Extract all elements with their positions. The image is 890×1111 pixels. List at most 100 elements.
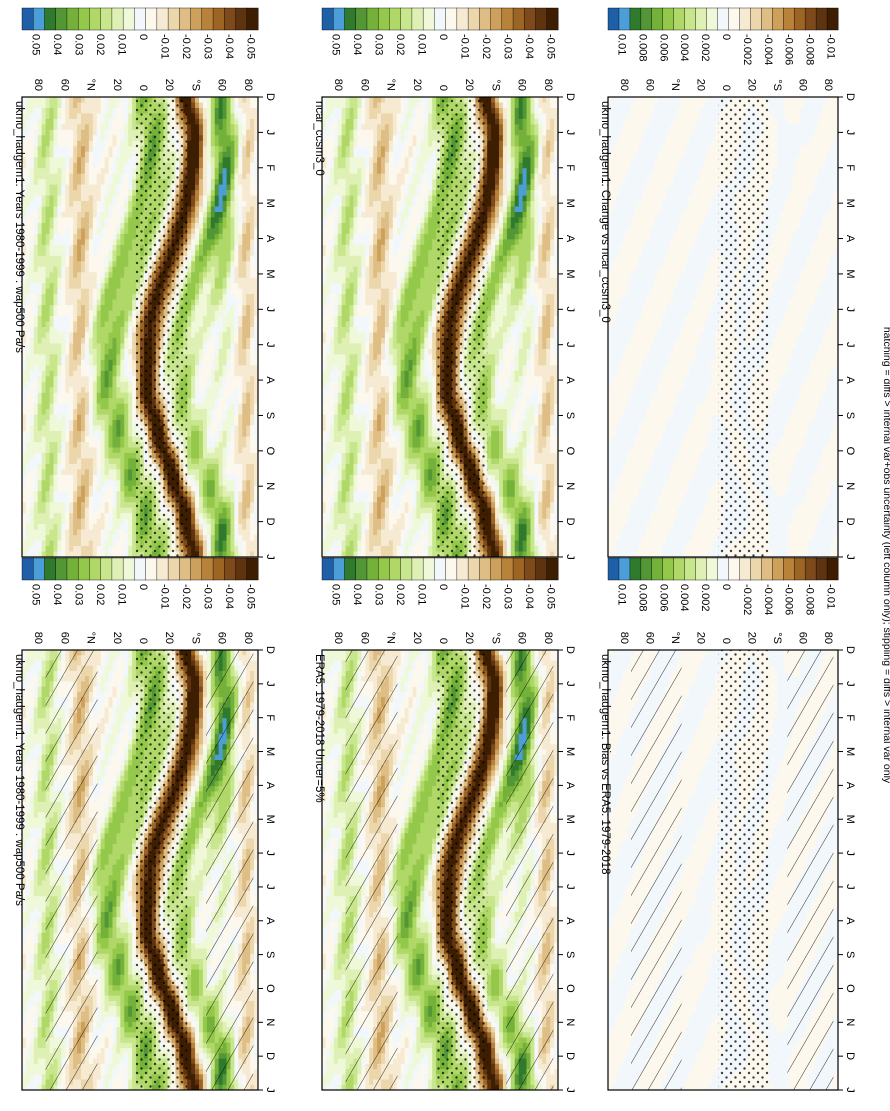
colorbar-swatch xyxy=(718,8,729,30)
colorbar-swatch xyxy=(707,8,718,30)
colorbar-swatch xyxy=(434,558,446,580)
y-tick-label: 20 xyxy=(163,79,175,91)
y-tick-label: 60 xyxy=(58,79,70,91)
colorbar-swatch xyxy=(761,558,772,580)
y-tick-label: 80 xyxy=(542,79,554,91)
colorbar-tick-label: -0.006 xyxy=(783,584,795,615)
y-tick-label: 20 xyxy=(694,632,706,644)
colorbar-tick-label: 0.004 xyxy=(678,584,690,612)
colorbar-swatch xyxy=(696,558,707,580)
colorbar-swatch xyxy=(112,558,124,580)
colorbar-swatch xyxy=(794,558,805,580)
colorbar-swatch xyxy=(179,8,191,30)
stippling-overlay xyxy=(435,97,487,557)
colorbar-swatch xyxy=(652,558,663,580)
colorbar: 0.01 0.008 0.006 0.004 0.002 0 -0.002 -0.004 -0.… xyxy=(608,558,838,615)
x-tick-label: J xyxy=(844,342,856,348)
x-tick-label: J xyxy=(264,884,276,890)
colorbar-swatch xyxy=(750,8,761,30)
y-tick-label: 60 xyxy=(797,632,809,644)
x-tick-label: S xyxy=(564,951,576,958)
colorbar-swatch xyxy=(179,558,191,580)
y-tick-label: °N xyxy=(85,632,97,644)
y-tick-label: 60 xyxy=(516,632,528,644)
colorbar-swatch xyxy=(33,558,45,580)
colorbar-swatch xyxy=(491,558,503,580)
y-tick-label: 20 xyxy=(163,632,175,644)
colorbar-tick-label: -0.02 xyxy=(480,34,492,59)
colorbar-swatch xyxy=(608,558,619,580)
x-tick-label: D xyxy=(844,646,856,654)
x-tick-label: A xyxy=(844,376,856,384)
panel-title: ukmo_hadgem1: Years 1980-1999 : wap500 P… xyxy=(13,654,25,906)
colorbar-tick-label: 0.04 xyxy=(51,34,63,55)
colorbar-swatch xyxy=(44,558,56,580)
stippling-overlay xyxy=(135,97,187,557)
colorbar-swatch xyxy=(524,558,536,580)
colorbar: 0.05 0.04 0.03 0.02 0.01 0 -0.01 -0.02 -0.03 -0.0… xyxy=(22,558,258,609)
x-tick-label: J xyxy=(844,130,856,136)
colorbar-tick-label: -0.002 xyxy=(741,34,753,65)
colorbar-tick-label: -0.05 xyxy=(544,584,556,609)
colorbar-swatch xyxy=(378,558,390,580)
colorbar-tick-label: 0.006 xyxy=(657,584,669,612)
colorbar-swatch xyxy=(56,8,68,30)
colorbar-swatch xyxy=(513,558,525,580)
y-tick-label: 20 xyxy=(746,79,758,91)
y-tick-label: 80 xyxy=(618,79,630,91)
x-tick-label: D xyxy=(564,1052,576,1060)
x-tick-label: N xyxy=(564,1018,576,1026)
x-tick-label: D xyxy=(844,93,856,101)
colorbar-swatch xyxy=(401,558,413,580)
colorbar-swatch xyxy=(619,8,630,30)
x-tick-label: M xyxy=(564,269,576,278)
x-tick-label: D xyxy=(844,1052,856,1060)
stippling-overlay xyxy=(135,650,187,1090)
colorbar-swatch xyxy=(652,8,663,30)
colorbar-tick-label: 0 xyxy=(720,34,732,40)
colorbar-swatch xyxy=(389,558,401,580)
colorbar-tick-label: 0.008 xyxy=(636,34,648,62)
colorbar-swatch xyxy=(344,558,356,580)
colorbar-swatch xyxy=(247,8,259,30)
colorbar-tick-label: -0.008 xyxy=(804,34,816,65)
colorbar-swatch xyxy=(772,8,783,30)
colorbar-tick-label: -0.04 xyxy=(523,584,535,609)
colorbar: 0.05 0.04 0.03 0.02 0.01 0 -0.01 -0.02 -0.03 -0.0… xyxy=(322,558,558,609)
x-tick-label: J xyxy=(564,681,576,687)
colorbar-swatch xyxy=(101,8,113,30)
colorbar-swatch xyxy=(123,558,135,580)
colorbar-tick-label: -0.01 xyxy=(825,34,837,59)
y-tick-label: °N xyxy=(669,632,681,644)
x-tick-label: O xyxy=(564,447,576,456)
colorbar-swatch xyxy=(772,558,783,580)
colorbar-swatch xyxy=(468,558,480,580)
y-tick-label: °S xyxy=(489,632,501,644)
colorbar-tick-label: 0 xyxy=(720,584,732,590)
colorbar-swatch xyxy=(619,558,630,580)
x-tick-label: N xyxy=(264,1018,276,1026)
colorbar-swatch xyxy=(457,8,469,30)
colorbar-swatch xyxy=(134,8,146,30)
colorbar-tick-label: -0.002 xyxy=(741,584,753,615)
x-tick-label: A xyxy=(264,782,276,790)
colorbar-tick-label: 0.05 xyxy=(30,34,42,55)
y-tick-label: 20 xyxy=(111,632,123,644)
y-tick-label: 80 xyxy=(242,79,254,91)
colorbar-tick-label: -0.01 xyxy=(458,584,470,609)
y-tick-label: 60 xyxy=(358,632,370,644)
colorbar-tick-label: -0.03 xyxy=(201,584,213,609)
hatching-overlay xyxy=(46,650,98,1090)
colorbar-swatch xyxy=(213,8,225,30)
colorbar-swatch xyxy=(333,8,345,30)
x-tick-label: O xyxy=(844,447,856,456)
colorbar-tick-label: 0.01 xyxy=(116,584,128,605)
x-tick-label: J xyxy=(264,681,276,687)
stippling-overlay xyxy=(718,650,769,1090)
colorbar-swatch xyxy=(783,8,794,30)
x-tick-label: O xyxy=(264,447,276,456)
x-tick-label: M xyxy=(264,269,276,278)
colorbar-swatch xyxy=(356,8,368,30)
